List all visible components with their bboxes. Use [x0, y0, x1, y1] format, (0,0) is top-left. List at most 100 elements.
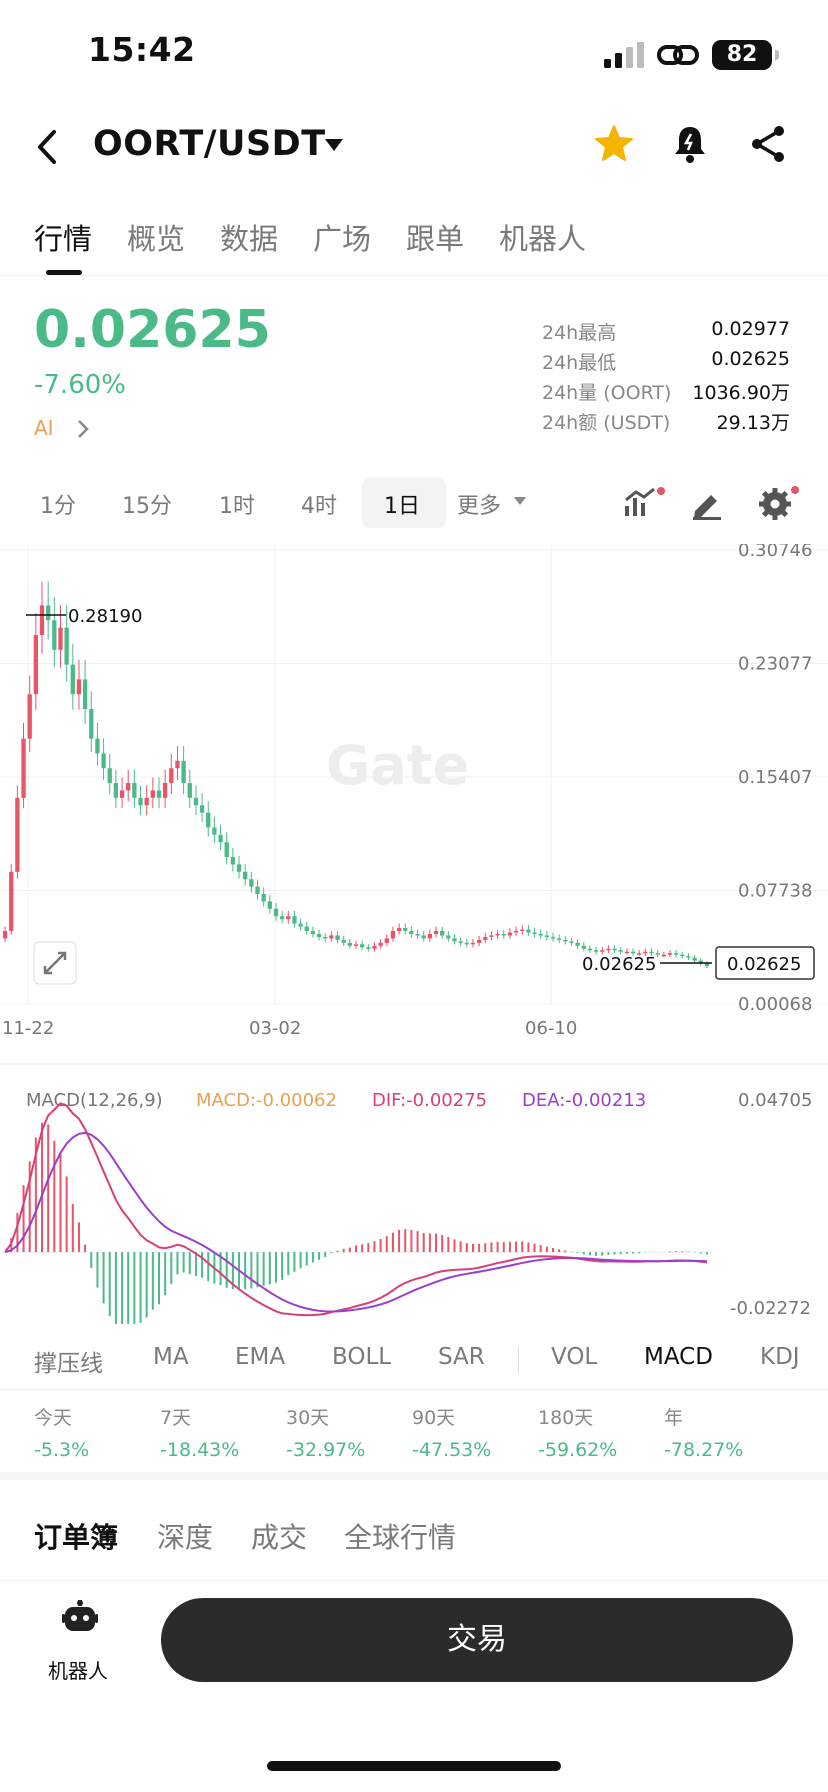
stat-turnover-label: 24h额 (USDT) [542, 412, 671, 434]
candle [600, 950, 605, 952]
timeframe-15m[interactable]: 15分 [122, 494, 172, 519]
candle [470, 942, 476, 945]
price-chart[interactable]: Gate 0.30746 0.23077 0.15407 0.07738 0.00068… [0, 544, 828, 1324]
divider [0, 1580, 828, 1581]
current-price-box [715, 946, 815, 980]
candle [39, 605, 45, 636]
tab-market[interactable]: 行情 [34, 222, 93, 256]
candle [126, 783, 131, 791]
ai-link[interactable]: AI [34, 416, 54, 440]
indicator-support-resistance[interactable]: 撑压线 [34, 1351, 103, 1377]
robot-icon[interactable] [62, 1600, 98, 1636]
candle [698, 960, 703, 964]
candle [341, 939, 346, 943]
share-icon[interactable] [748, 124, 788, 164]
indicator-macd[interactable]: MACD [644, 1344, 713, 1370]
trade-button[interactable]: 交易 [161, 1598, 793, 1682]
candle [415, 933, 420, 936]
price-alert-bell-icon[interactable] [672, 124, 708, 164]
candle [261, 894, 266, 902]
timeframe-active-bg [362, 478, 446, 528]
candle [347, 942, 352, 946]
candle [119, 790, 125, 798]
more-caret-icon[interactable] [514, 497, 526, 506]
indicator-chart-icon[interactable] [624, 486, 666, 520]
timeframe-1d[interactable]: 1日 [384, 494, 420, 519]
candle [612, 948, 617, 951]
candle [403, 928, 408, 932]
candle [70, 664, 75, 695]
draw-pencil-icon[interactable] [690, 486, 724, 520]
indicator-ema[interactable]: EMA [235, 1344, 286, 1370]
candle [692, 957, 697, 961]
indicator-kdj[interactable]: KDJ [760, 1344, 800, 1370]
chart-grid [0, 544, 828, 1005]
bot-label[interactable]: 机器人 [48, 1659, 108, 1683]
tab-bots[interactable]: 机器人 [499, 222, 587, 256]
candle [464, 942, 469, 945]
candle [187, 783, 192, 798]
candle [286, 916, 291, 920]
candle [279, 916, 285, 920]
tab-global-market[interactable]: 全球行情 [344, 1521, 457, 1554]
signal-icon [604, 42, 644, 68]
tab-square[interactable]: 广场 [313, 222, 372, 256]
link-icon [657, 45, 699, 65]
candle [624, 951, 630, 954]
tab-copy-trading[interactable]: 跟单 [406, 222, 465, 256]
status-time: 15:42 [88, 30, 196, 69]
x-axis-ticks: 11-22 03-02 06-10 [2, 1018, 577, 1039]
perf-90d-label: 90天 [412, 1407, 456, 1429]
indicator-sar[interactable]: SAR [438, 1344, 485, 1370]
candle [273, 908, 279, 917]
tab-data[interactable]: 数据 [220, 222, 279, 256]
indicator-boll[interactable]: BOLL [332, 1344, 392, 1370]
candle [58, 627, 63, 650]
back-arrow-icon[interactable] [34, 128, 60, 166]
candle [372, 945, 377, 949]
dif-value-label: DIF:-0.00275 [372, 1090, 487, 1111]
candle [15, 797, 20, 872]
main-tabs: 行情 概览 数据 广场 跟单 机器人 [0, 208, 828, 276]
current-price-label: 0.02625 [727, 954, 801, 975]
dea-value-label: DEA:-0.00213 [522, 1090, 646, 1111]
indicator-vol[interactable]: VOL [551, 1344, 598, 1370]
y-tick-label: 0.07738 [738, 880, 812, 901]
perf-30d-label: 30天 [286, 1407, 330, 1429]
candle [532, 932, 537, 934]
pair-title[interactable]: OORT/USDT [93, 124, 326, 164]
tab-trades[interactable]: 成交 [251, 1521, 308, 1554]
candle [304, 926, 309, 932]
candle [316, 933, 322, 937]
favorite-star-icon[interactable] [594, 124, 634, 162]
candle [181, 760, 186, 784]
candle [476, 939, 482, 943]
timeframe-more[interactable]: 更多 [457, 494, 502, 519]
settings-gear-icon[interactable] [756, 484, 800, 522]
timeframe-4h[interactable]: 4时 [301, 494, 337, 519]
candle [667, 953, 673, 955]
expand-icon[interactable] [33, 941, 77, 985]
stat-volume-value: 1036.90万 [692, 382, 790, 404]
perf-180d-value: -59.62% [538, 1439, 618, 1461]
tab-depth[interactable]: 深度 [157, 1521, 214, 1554]
candle [680, 954, 685, 957]
candle [255, 886, 260, 895]
candle [329, 935, 334, 939]
candle [581, 945, 586, 949]
stat-high-label: 24h最高 [542, 322, 617, 344]
tab-overview[interactable]: 概览 [127, 222, 186, 256]
x-tick-label: 06-10 [525, 1018, 577, 1039]
candle [396, 928, 402, 932]
timeframe-1m[interactable]: 1分 [40, 494, 76, 519]
chevron-right-icon[interactable] [76, 418, 90, 440]
candle [230, 857, 236, 865]
candle [563, 939, 568, 942]
indicator-ma[interactable]: MA [153, 1344, 189, 1370]
candle [82, 679, 88, 710]
caret-down-icon[interactable] [324, 138, 344, 152]
candle [520, 929, 525, 932]
tab-orderbook[interactable]: 订单簿 [34, 1521, 119, 1554]
candle [409, 931, 414, 934]
timeframe-1h[interactable]: 1时 [219, 494, 255, 519]
